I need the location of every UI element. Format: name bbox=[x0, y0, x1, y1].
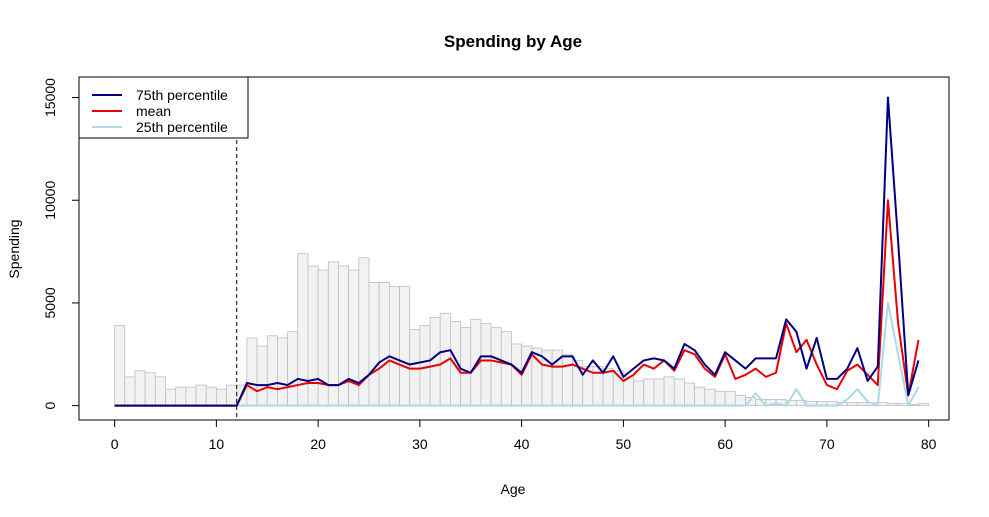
histogram-bar bbox=[450, 321, 461, 407]
y-tick-label: 15000 bbox=[42, 78, 58, 117]
x-tick-label: 30 bbox=[412, 436, 428, 452]
histogram-bar bbox=[409, 329, 421, 407]
histogram-bar bbox=[124, 376, 136, 407]
histogram-bar bbox=[378, 281, 390, 407]
histogram-bar bbox=[205, 386, 217, 407]
y-axis: 0 5000 10000 15000 bbox=[42, 78, 80, 410]
x-axis: 0 10 20 30 40 50 60 70 80 bbox=[111, 419, 937, 452]
histogram-bar bbox=[704, 388, 716, 407]
x-tick-label: 60 bbox=[717, 436, 733, 452]
histogram-bar bbox=[256, 345, 268, 407]
histogram-bar bbox=[175, 386, 187, 407]
histogram-bar bbox=[246, 337, 258, 407]
legend-label: mean bbox=[136, 103, 171, 119]
histogram-bar bbox=[857, 402, 868, 407]
histogram-bar bbox=[327, 261, 339, 407]
histogram-bar bbox=[419, 325, 431, 407]
x-tick-label: 10 bbox=[209, 436, 225, 452]
histogram-bar bbox=[144, 372, 156, 407]
histogram-bar bbox=[134, 370, 146, 407]
y-axis-label: Spending bbox=[6, 219, 22, 278]
x-axis-label: Age bbox=[501, 481, 526, 497]
histogram-bar bbox=[561, 353, 573, 407]
histogram-bar bbox=[918, 403, 930, 407]
histogram-bar bbox=[307, 265, 319, 407]
histogram-bar bbox=[643, 378, 655, 407]
x-tick-label: 20 bbox=[310, 436, 326, 452]
series-layer bbox=[114, 96, 920, 407]
histogram-bar bbox=[215, 388, 227, 407]
histogram-bar bbox=[897, 403, 909, 407]
histogram-bar bbox=[165, 388, 177, 407]
legend-label: 75th percentile bbox=[136, 87, 228, 103]
histogram-bar bbox=[846, 402, 858, 407]
histogram-layer bbox=[114, 253, 930, 407]
histogram-bar bbox=[154, 376, 166, 407]
y-tick-label: 0 bbox=[42, 402, 58, 410]
histogram-bar bbox=[511, 343, 523, 407]
chart-title: Spending by Age bbox=[444, 32, 582, 51]
histogram-bar bbox=[287, 331, 299, 407]
histogram-bar bbox=[490, 327, 502, 407]
histogram-bar bbox=[602, 368, 614, 407]
histogram-bar bbox=[673, 378, 685, 407]
histogram-bar bbox=[663, 376, 675, 407]
histogram-bar bbox=[185, 386, 197, 407]
histogram-bar bbox=[684, 382, 696, 407]
y-tick-label: 10000 bbox=[42, 181, 58, 220]
series-line-75th-percentile bbox=[114, 96, 920, 407]
histogram-bar bbox=[694, 386, 706, 407]
histogram-bar bbox=[266, 335, 278, 407]
series-line-25th-percentile bbox=[114, 301, 920, 407]
histogram-bar bbox=[633, 380, 645, 407]
histogram-bar bbox=[429, 316, 441, 407]
histogram-bar bbox=[480, 323, 492, 407]
x-tick-label: 0 bbox=[111, 436, 119, 452]
histogram-bar bbox=[277, 337, 288, 407]
histogram-bar bbox=[500, 331, 512, 407]
histogram-bar bbox=[460, 327, 472, 407]
histogram-bar bbox=[195, 384, 207, 407]
histogram-bar bbox=[887, 403, 899, 407]
x-tick-label: 50 bbox=[616, 436, 632, 452]
histogram-bar bbox=[734, 394, 746, 407]
histogram-bar bbox=[724, 390, 736, 407]
histogram-bar bbox=[388, 286, 400, 407]
histogram-bar bbox=[114, 325, 126, 407]
histogram-bar bbox=[714, 390, 726, 407]
x-tick-label: 40 bbox=[514, 436, 530, 452]
y-tick-label: 5000 bbox=[42, 287, 58, 318]
histogram-bar bbox=[368, 281, 380, 407]
x-tick-label: 70 bbox=[819, 436, 835, 452]
histogram-bar bbox=[877, 402, 889, 407]
histogram-bar bbox=[653, 378, 665, 407]
histogram-bar bbox=[226, 384, 238, 407]
legend-label: 25th percentile bbox=[136, 119, 228, 135]
x-tick-label: 80 bbox=[921, 436, 937, 452]
histogram-bar bbox=[399, 286, 411, 407]
